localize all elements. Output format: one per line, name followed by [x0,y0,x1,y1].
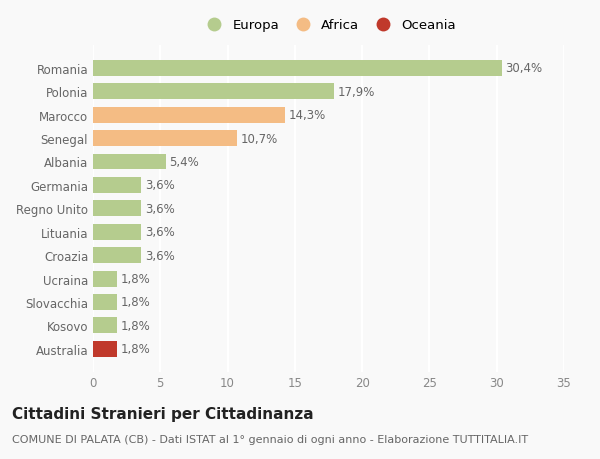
Bar [93,224,142,240]
Bar [93,84,334,100]
Bar [93,271,117,287]
Bar [93,61,502,77]
Bar [93,131,237,147]
Bar [93,201,142,217]
Bar [93,154,166,170]
Text: 30,4%: 30,4% [505,62,542,75]
Text: 3,6%: 3,6% [145,226,175,239]
Text: 1,8%: 1,8% [121,273,151,285]
Text: Cittadini Stranieri per Cittadinanza: Cittadini Stranieri per Cittadinanza [12,406,314,421]
Bar [93,107,286,123]
Legend: Europa, Africa, Oceania: Europa, Africa, Oceania [198,17,459,35]
Text: 3,6%: 3,6% [145,202,175,215]
Text: 5,4%: 5,4% [169,156,199,168]
Text: 1,8%: 1,8% [121,319,151,332]
Bar [93,178,142,193]
Text: COMUNE DI PALATA (CB) - Dati ISTAT al 1° gennaio di ogni anno - Elaborazione TUT: COMUNE DI PALATA (CB) - Dati ISTAT al 1°… [12,434,528,444]
Bar [93,318,117,334]
Text: 17,9%: 17,9% [337,85,374,99]
Bar [93,294,117,310]
Text: 14,3%: 14,3% [289,109,326,122]
Text: 1,8%: 1,8% [121,296,151,309]
Bar [93,341,117,357]
Text: 1,8%: 1,8% [121,342,151,356]
Text: 3,6%: 3,6% [145,179,175,192]
Text: 3,6%: 3,6% [145,249,175,262]
Bar [93,247,142,263]
Text: 10,7%: 10,7% [241,132,278,145]
